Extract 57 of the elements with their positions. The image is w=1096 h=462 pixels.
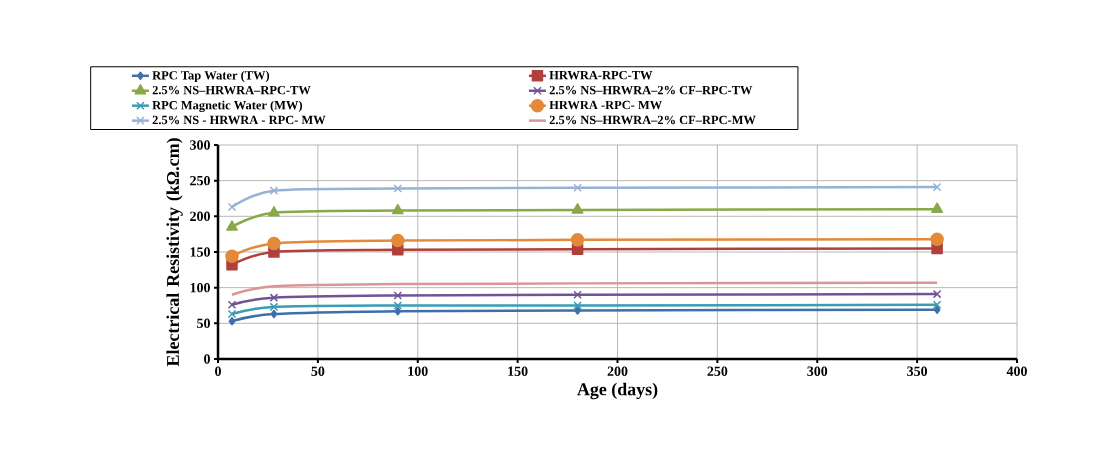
y-tick-label: 100 — [190, 282, 210, 293]
line-series — [230, 281, 939, 297]
point — [225, 249, 239, 264]
point — [227, 300, 237, 310]
legend-label: HRWRA-RPC-TW — [549, 70, 653, 80]
point — [269, 293, 279, 302]
x-axis-title: Age (days) — [577, 382, 658, 400]
point — [226, 220, 238, 231]
point — [570, 233, 585, 247]
point — [393, 184, 403, 193]
point — [228, 316, 236, 326]
point — [269, 186, 279, 195]
point — [267, 236, 281, 251]
y-tick-label: 250 — [190, 175, 210, 186]
point — [267, 206, 280, 217]
legend-label: RPC Tap Water (TW) — [152, 70, 270, 83]
x-tick-label: 150 — [508, 366, 528, 376]
legend-label: HRWRA -RPC- MW — [549, 100, 662, 110]
point — [931, 202, 944, 213]
point — [391, 233, 405, 248]
point — [573, 290, 582, 300]
point — [270, 309, 278, 319]
x-tick-label: 200 — [607, 366, 628, 376]
x-tick-label: 350 — [907, 366, 928, 376]
point — [574, 306, 581, 315]
legend-label: 2.5% NS–HRWRA–2% CF–RPC-MW — [549, 115, 756, 125]
point — [227, 202, 237, 212]
x-tick-label: 300 — [807, 366, 828, 376]
x-tick-label: 50 — [311, 366, 325, 376]
legend-label: 2.5% NS–HRWRA–RPC-TW — [152, 85, 311, 95]
point — [573, 301, 582, 310]
point — [227, 309, 237, 319]
point — [394, 306, 402, 316]
point — [393, 301, 403, 310]
point — [393, 291, 403, 300]
x-tick-label: 250 — [707, 366, 728, 376]
point — [571, 203, 584, 214]
point — [933, 305, 941, 315]
x-tick-label: 400 — [1006, 366, 1027, 376]
point — [269, 302, 279, 312]
point — [932, 289, 942, 299]
x-tick-label: 0 — [215, 366, 221, 376]
point — [930, 232, 944, 246]
point — [932, 300, 942, 310]
y-tick-label: 200 — [190, 211, 210, 222]
point — [391, 203, 404, 215]
legend-label: RPC Magnetic Water (MW) — [152, 100, 303, 113]
y-tick-label: 50 — [197, 318, 210, 329]
y-tick-label: 300 — [190, 140, 210, 150]
point — [932, 182, 942, 192]
legend-label: 2.5% NS - HRWRA - RPC- MW — [152, 115, 326, 125]
y-axis-title: Electrical Resistivity (kΩ.cm) — [166, 138, 183, 367]
point — [573, 183, 582, 193]
y-tick-label: 0 — [204, 354, 210, 364]
y-tick-label: 150 — [190, 247, 210, 257]
legend-label: 2.5% NS–HRWRA–2% CF–RPC-TW — [549, 85, 753, 95]
x-tick-label: 100 — [408, 366, 428, 376]
